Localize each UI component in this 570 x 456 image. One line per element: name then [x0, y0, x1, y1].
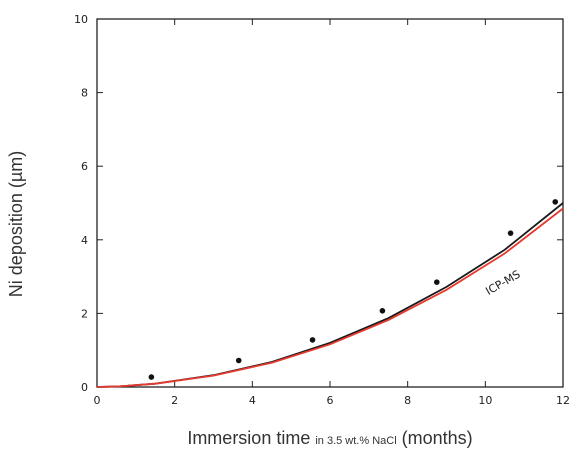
x-axis-label: Immersion time in 3.5 wt.% NaCl (months) — [187, 428, 472, 448]
y-tick-label: 2 — [81, 307, 88, 320]
x-tick-label: 10 — [478, 394, 492, 407]
x-axis-ticks: 0 2 4 6 8 10 12 — [94, 19, 570, 407]
y-axis-ticks: 0 2 4 6 8 10 — [74, 13, 563, 394]
data-point — [309, 337, 316, 343]
x-axis-label-main: Immersion time — [187, 428, 315, 448]
data-point — [379, 308, 386, 314]
data-point — [507, 230, 514, 236]
y-tick-label: 10 — [74, 13, 88, 26]
x-tick-label: 2 — [171, 394, 178, 407]
x-tick-label: 4 — [249, 394, 256, 407]
data-point — [148, 374, 155, 380]
data-point — [235, 357, 242, 364]
y-tick-label: 6 — [81, 160, 88, 173]
annotation-label: ICP-MS — [483, 268, 522, 298]
fit-line-2 — [96, 207, 564, 388]
y-axis-label: Ni deposition (µm) — [6, 151, 26, 297]
series-layer — [96, 199, 564, 388]
data-point — [433, 279, 440, 285]
annotation-layer: ICP-MS — [483, 268, 522, 298]
data-point — [552, 199, 559, 205]
y-tick-label: 8 — [81, 87, 88, 100]
x-tick-label: 8 — [404, 394, 411, 407]
x-tick-label: 0 — [94, 394, 101, 407]
x-tick-label: 6 — [327, 394, 334, 407]
x-axis-label-medium: in 3.5 wt.% NaCl — [315, 435, 396, 447]
y-tick-label: 0 — [81, 381, 88, 394]
plot-frame — [96, 18, 564, 388]
x-axis-label-unit: (months) — [397, 428, 473, 448]
y-tick-label: 4 — [81, 234, 88, 247]
x-tick-label: 12 — [556, 394, 570, 407]
